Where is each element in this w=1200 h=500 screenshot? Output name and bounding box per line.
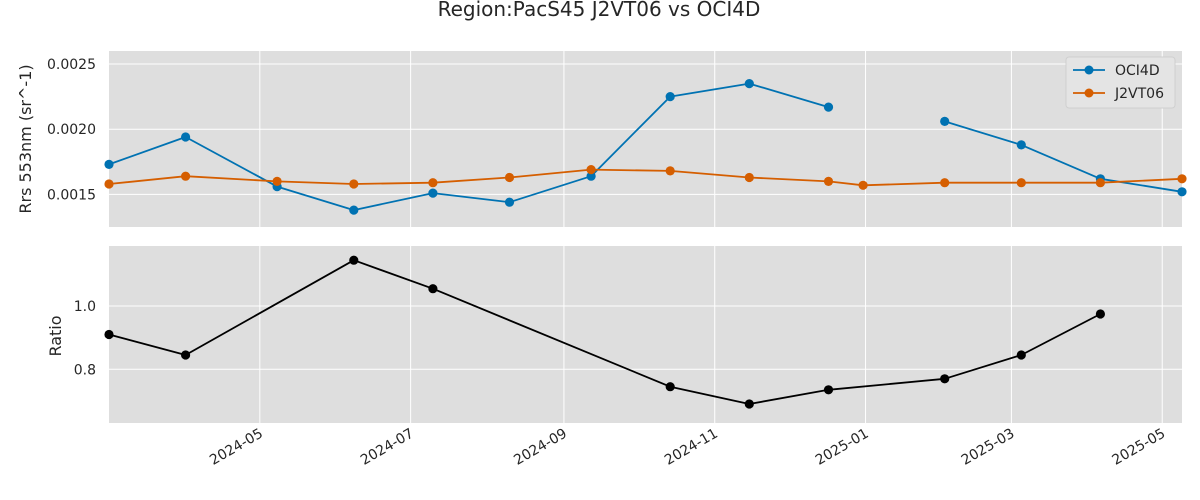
series-line-segment (108, 82, 829, 211)
legend-label-j2vt06: J2VT06 (1114, 86, 1164, 102)
data-point (428, 284, 438, 294)
x-tick-label: 2025-03 (959, 426, 1018, 469)
x-axis-ticks: 2024-05 2024-07 2024-09 2024-11 2025-01 2025-… (207, 426, 1168, 469)
legend-marker-oci4d (1084, 65, 1094, 75)
panel-0-y-tick-label: 0.0025 (47, 57, 96, 73)
top-panel-background (109, 51, 1182, 227)
series-j2vt06 (104, 165, 1187, 190)
series-ratio (104, 255, 1105, 409)
top-panel-y-ticks: 0.0015 0.0020 0.0025 (47, 57, 96, 203)
data-point (181, 350, 191, 360)
top-panel-grid (109, 51, 1182, 227)
data-point (1177, 174, 1187, 184)
top-panel-series (104, 79, 1187, 215)
data-point (940, 374, 950, 384)
data-point (665, 92, 675, 102)
legend-entry-oci4d: OCI4D (1073, 63, 1160, 79)
data-point (823, 176, 834, 186)
bottom-panel-y-axis-label: Ratio (46, 315, 65, 356)
x-tick-label: 2024-11 (662, 426, 721, 469)
data-point (272, 176, 282, 186)
data-point (504, 197, 515, 207)
data-point (858, 180, 868, 190)
data-point (349, 179, 359, 189)
data-point (1095, 309, 1105, 319)
top-panel-y-axis-label: Rrs 553nm (sr^-1) (16, 64, 35, 213)
data-point (1016, 350, 1026, 360)
x-tick-label: 2024-07 (358, 426, 417, 469)
data-point (428, 188, 438, 198)
data-point (181, 132, 191, 142)
data-point (104, 159, 114, 169)
data-point (504, 172, 515, 183)
series-line-segment (944, 120, 1183, 193)
data-point (104, 329, 114, 340)
data-point (940, 178, 950, 188)
data-point (1016, 178, 1026, 188)
data-point (744, 399, 754, 409)
bottom-panel-ratio: 0.8 1.0 Ratio (46, 246, 1182, 423)
data-point (940, 116, 950, 126)
data-point (1095, 178, 1105, 188)
bottom-panel-y-ticks: 0.8 1.0 (74, 299, 96, 378)
panel-0-y-tick-label: 0.0015 (47, 187, 96, 203)
bottom-panel-background (109, 246, 1182, 423)
data-point (744, 79, 754, 89)
legend-marker-j2vt06 (1084, 88, 1094, 98)
data-point (428, 178, 438, 188)
panel-1-y-tick-label: 1.0 (74, 299, 96, 315)
data-point (1016, 140, 1026, 150)
bottom-panel-grid (109, 246, 1182, 423)
top-panel-rrs: 0.0015 0.0020 0.0025 Rrs 553nm (sr^-1) OCI… (16, 51, 1187, 227)
data-point (349, 205, 359, 215)
data-point (349, 255, 359, 265)
legend-label-oci4d: OCI4D (1115, 63, 1160, 79)
chart-title: Region:PacS45 J2VT06 vs OCI4D (438, 0, 761, 21)
data-point (665, 382, 675, 392)
series-line-segment (108, 259, 1101, 405)
data-point (586, 171, 596, 181)
data-point (104, 179, 114, 189)
data-point (586, 165, 596, 175)
bottom-panel-series (104, 255, 1105, 409)
data-point (823, 385, 834, 395)
x-tick-label: 2024-05 (207, 426, 266, 469)
panel-1-y-tick-label: 0.8 (74, 362, 96, 378)
panel-0-y-tick-label: 0.0020 (47, 122, 96, 138)
legend: OCI4D J2VT06 (1065, 56, 1176, 109)
series-oci4d (104, 79, 1187, 215)
x-tick-label: 2025-01 (813, 426, 872, 469)
data-point (1177, 187, 1187, 197)
data-point (181, 171, 191, 181)
legend-entry-j2vt06: J2VT06 (1073, 86, 1164, 102)
data-point (744, 172, 754, 183)
x-tick-label: 2024-09 (511, 426, 570, 469)
data-point (823, 102, 834, 112)
data-point (665, 166, 675, 176)
x-tick-label: 2025-05 (1110, 426, 1169, 469)
